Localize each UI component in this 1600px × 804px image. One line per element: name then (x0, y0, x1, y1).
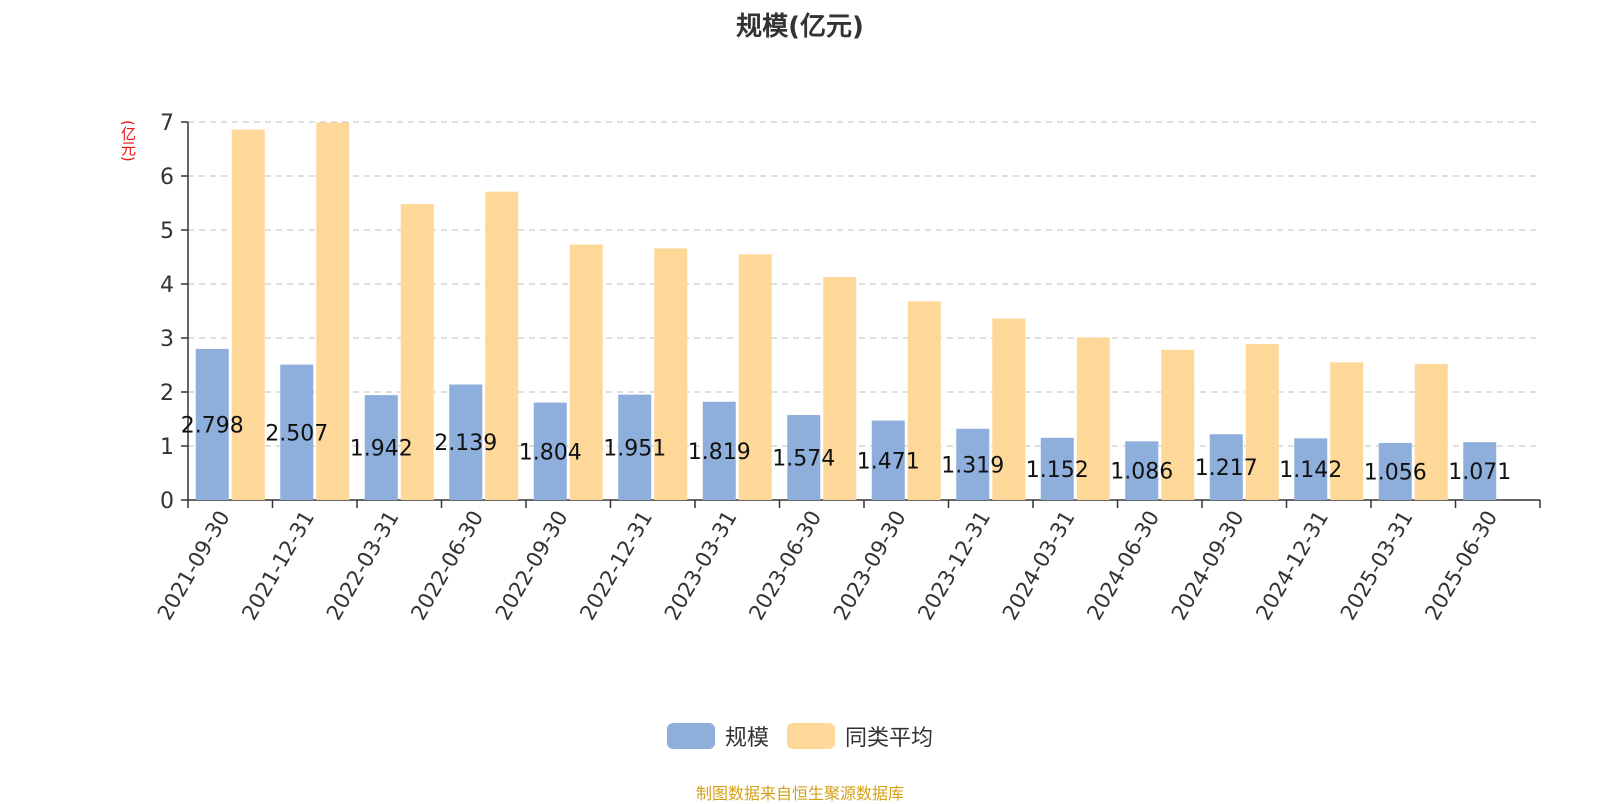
legend-item-peer-average[interactable]: 同类平均 (787, 720, 933, 752)
bar-scale-12 (1209, 434, 1243, 500)
bar-scale-2 (364, 395, 398, 500)
x-tick-label-14: 2025-03-31 (1336, 507, 1418, 625)
legend-label-peer-average: 同类平均 (845, 726, 934, 751)
bar-scale-8 (871, 420, 905, 500)
data-label-scale-0: 2.798 (181, 413, 244, 438)
data-label-scale-15: 1.071 (1448, 460, 1511, 485)
x-tick-label-0: 2021-09-30 (153, 507, 235, 625)
x-tick-label-8: 2023-09-30 (829, 507, 911, 625)
bar-peer-average-4 (569, 244, 603, 500)
data-label-scale-8: 1.471 (857, 449, 920, 474)
bar-peer-average-8 (907, 301, 941, 500)
bar-scale-7 (787, 415, 821, 500)
data-source-note: 制图数据来自恒生聚源数据库 (695, 784, 904, 803)
bar-scale-6 (702, 401, 736, 500)
bar-peer-average-2 (400, 204, 434, 500)
bar-peer-average-14 (1414, 363, 1448, 500)
y-tick-label-6: 6 (160, 165, 174, 190)
bar-scale-11 (1125, 441, 1159, 500)
x-tick-label-11: 2024-06-30 (1082, 507, 1164, 625)
y-tick-label-2: 2 (160, 381, 174, 406)
data-label-scale-1: 2.507 (265, 421, 328, 446)
data-label-scale-5: 1.951 (603, 436, 666, 461)
bar-peer-average-7 (823, 276, 857, 500)
x-tick-label-9: 2023-12-31 (913, 507, 995, 625)
data-label-scale-2: 1.942 (350, 437, 413, 462)
bar-peer-average-6 (738, 254, 772, 500)
bar-peer-average-12 (1245, 343, 1279, 500)
x-tick-label-5: 2022-12-31 (575, 507, 657, 625)
data-label-scale-10: 1.152 (1026, 458, 1089, 483)
bar-peer-average-11 (1161, 349, 1195, 500)
bar-scale-4 (533, 402, 567, 500)
y-tick-label-5: 5 (160, 219, 174, 244)
data-label-scale-6: 1.819 (688, 440, 751, 465)
bar-scale-15 (1463, 442, 1497, 500)
y-axis-unit: (亿元) (119, 120, 137, 162)
y-tick-label-0: 0 (160, 489, 174, 514)
legend-label-scale: 规模 (724, 726, 769, 751)
x-tick-label-2: 2022-03-31 (322, 507, 404, 625)
data-label-scale-4: 1.804 (519, 440, 582, 465)
x-tick-label-13: 2024-12-31 (1251, 507, 1333, 625)
y-tick-label-3: 3 (160, 327, 174, 352)
chart-title: 规模(亿元) (736, 12, 864, 42)
bar-peer-average-1 (316, 122, 350, 500)
data-label-scale-11: 1.086 (1110, 460, 1173, 485)
x-tick-label-7: 2023-06-30 (744, 507, 826, 625)
bar-scale-1 (280, 364, 314, 500)
y-tick-label-4: 4 (160, 273, 174, 298)
x-tick-label-12: 2024-09-30 (1167, 507, 1249, 625)
bar-peer-average-5 (654, 248, 688, 500)
data-label-scale-14: 1.056 (1364, 460, 1427, 485)
legend-swatch-peer-average (787, 723, 835, 749)
bar-peer-average-10 (1076, 337, 1110, 500)
data-label-scale-7: 1.574 (772, 447, 835, 472)
bar-scale-3 (449, 384, 483, 500)
data-label-scale-9: 1.319 (941, 453, 1004, 478)
legend: 规模 同类平均 (0, 720, 1600, 752)
x-tick-label-6: 2023-03-31 (660, 507, 742, 625)
data-label-scale-3: 2.139 (434, 431, 497, 456)
x-tick-label-3: 2022-06-30 (406, 507, 488, 625)
y-tick-label-1: 1 (160, 435, 174, 460)
bar-scale-13 (1294, 438, 1328, 500)
bar-scale-5 (618, 394, 652, 500)
bar-peer-average-0 (231, 129, 265, 500)
x-tick-label-15: 2025-06-30 (1420, 507, 1502, 625)
legend-swatch-scale (666, 723, 715, 749)
data-label-scale-12: 1.217 (1195, 456, 1258, 481)
bar-scale-0 (195, 348, 229, 500)
bar-peer-average-13 (1330, 362, 1364, 500)
x-tick-label-10: 2024-03-31 (998, 507, 1080, 625)
legend-item-scale[interactable]: 规模 (666, 720, 769, 752)
bar-scale-9 (956, 428, 990, 500)
x-tick-label-1: 2021-12-31 (237, 507, 319, 625)
x-tick-label-4: 2022-09-30 (491, 507, 573, 625)
bar-peer-average-9 (992, 318, 1026, 500)
y-tick-label-7: 7 (160, 111, 174, 136)
bar-scale-14 (1378, 442, 1412, 500)
bar-scale-10 (1040, 437, 1074, 500)
data-label-scale-13: 1.142 (1279, 458, 1342, 483)
bar-peer-average-3 (485, 191, 519, 500)
